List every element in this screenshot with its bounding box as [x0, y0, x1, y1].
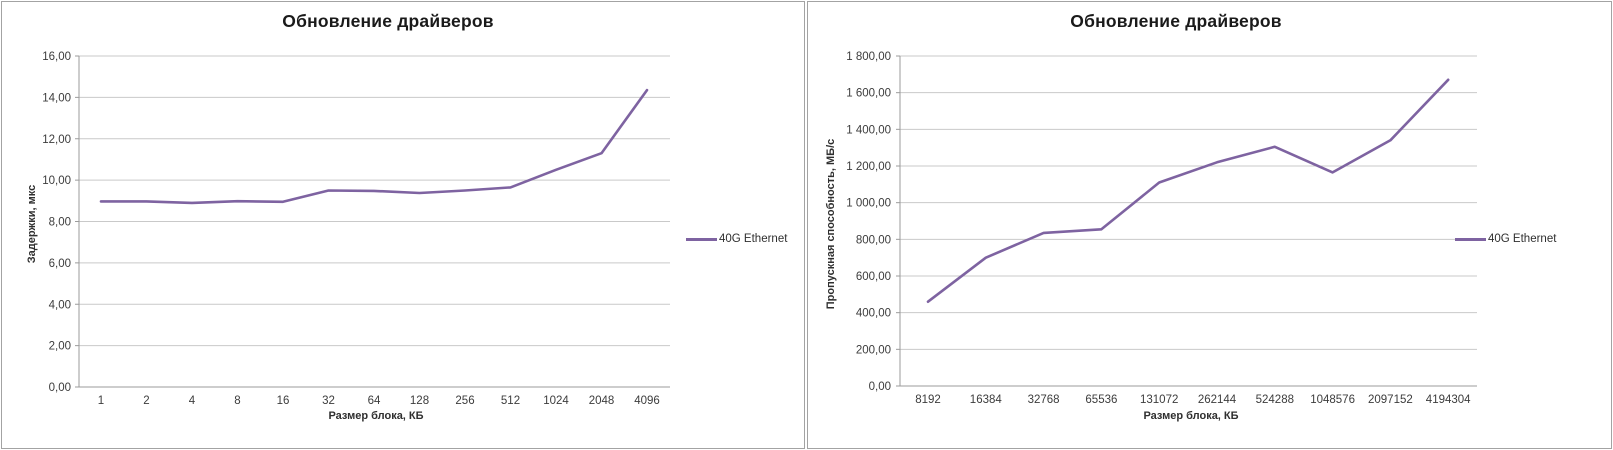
throughput-legend: 40G Ethernet [1455, 233, 1556, 245]
svg-text:32768: 32768 [1028, 394, 1060, 406]
svg-text:1 200,00: 1 200,00 [846, 161, 891, 173]
svg-text:16384: 16384 [970, 394, 1003, 406]
svg-text:4,00: 4,00 [49, 299, 71, 311]
svg-text:4194304: 4194304 [1426, 394, 1471, 406]
svg-text:0,00: 0,00 [869, 381, 891, 393]
svg-text:200,00: 200,00 [856, 344, 891, 356]
svg-text:2097152: 2097152 [1368, 394, 1413, 406]
svg-text:262144: 262144 [1198, 394, 1237, 406]
legend-line-marker [686, 237, 717, 241]
svg-text:16: 16 [277, 395, 290, 407]
svg-text:10,00: 10,00 [42, 175, 71, 187]
svg-text:64: 64 [368, 395, 381, 407]
svg-text:2: 2 [143, 395, 149, 407]
svg-text:6,00: 6,00 [49, 258, 71, 270]
svg-text:524288: 524288 [1256, 394, 1294, 406]
svg-text:2,00: 2,00 [49, 341, 71, 353]
throughput-chart-title: Обновление драйверов [1070, 11, 1282, 31]
latency-chart-title: Обновление драйверов [282, 11, 494, 31]
svg-text:0,00: 0,00 [49, 382, 71, 394]
svg-text:400,00: 400,00 [856, 308, 891, 320]
svg-text:1048576: 1048576 [1310, 394, 1355, 406]
svg-text:12,00: 12,00 [42, 134, 71, 146]
throughput-x-axis-title: Размер блока, КБ [1143, 410, 1239, 422]
svg-text:131072: 131072 [1140, 394, 1178, 406]
chart-panel-latency: Обновление драйверов Задержки, мкс 0,00 2… [1, 1, 805, 449]
throughput-plot-area: 0,00 200,00 400,00 600,00 800,00 1 000,00 1 20… [846, 51, 1477, 406]
svg-text:600,00: 600,00 [856, 271, 891, 283]
latency-x-axis-title: Размер блока, КБ [328, 410, 424, 422]
svg-text:8,00: 8,00 [49, 217, 71, 229]
svg-text:1 400,00: 1 400,00 [846, 124, 891, 136]
svg-text:1 600,00: 1 600,00 [846, 88, 891, 100]
svg-text:8192: 8192 [915, 394, 941, 406]
svg-text:4096: 4096 [634, 395, 660, 407]
svg-text:512: 512 [501, 395, 520, 407]
legend-line-marker [1455, 237, 1486, 241]
legend-label: 40G Ethernet [719, 233, 788, 245]
chart-panel-throughput: Обновление драйверов Пропускная способно… [807, 1, 1612, 449]
svg-text:1024: 1024 [543, 395, 569, 407]
svg-text:256: 256 [455, 395, 474, 407]
svg-text:1 800,00: 1 800,00 [846, 51, 891, 63]
latency-plot-area: 0,00 2,00 4,00 6,00 8,00 10,00 12,00 14,00 16,00… [42, 51, 670, 407]
svg-text:1 000,00: 1 000,00 [846, 198, 891, 210]
latency-legend: 40G Ethernet [686, 233, 787, 245]
svg-text:128: 128 [410, 395, 429, 407]
svg-text:2048: 2048 [589, 395, 615, 407]
svg-text:14,00: 14,00 [42, 92, 71, 104]
svg-text:16,00: 16,00 [42, 51, 71, 63]
svg-text:32: 32 [322, 395, 335, 407]
svg-text:65536: 65536 [1085, 394, 1117, 406]
svg-text:4: 4 [189, 395, 196, 407]
svg-text:1: 1 [98, 395, 104, 407]
svg-text:8: 8 [234, 395, 240, 407]
legend-label: 40G Ethernet [1488, 233, 1557, 245]
svg-text:800,00: 800,00 [856, 234, 891, 246]
